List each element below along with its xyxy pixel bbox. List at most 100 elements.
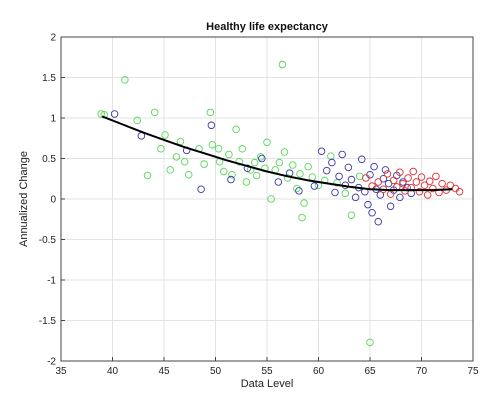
data-point-blue [381,166,390,174]
data-point-green [263,138,271,147]
data-point-green [298,213,306,222]
data-point-blue [227,175,235,184]
fit-curve [101,115,453,192]
data-point-red [404,174,412,182]
data-point-blue [344,163,353,172]
chart-title: Healthy life expectancy [206,21,329,33]
y-tick-label: 1 [50,114,56,125]
data-point-red [409,167,418,176]
y-tick-label: 1.5 [42,73,56,84]
y-tick-label: 2 [50,33,56,44]
data-point-red [432,172,440,181]
data-point-red [396,168,404,177]
data-point-red [420,181,429,189]
data-point-green [150,108,159,117]
data-point-green [206,108,215,117]
data-point-green [235,157,243,166]
data-point-red [455,187,464,196]
data-point-blue [364,200,372,209]
data-point-green [161,131,169,139]
plot-frame [60,36,474,362]
data-point-red [417,173,426,181]
data-point-red [423,191,432,199]
data-point-blue [331,188,339,197]
data-point-green [275,158,284,167]
data-point-blue [335,172,343,181]
data-point-red [389,176,398,185]
data-point-green [157,145,165,153]
data-point-green [214,145,223,153]
data-point-blue [396,193,404,202]
data-point-blue [358,155,366,164]
data-point-green [347,211,356,219]
data-point-green [250,158,259,167]
x-tick-label: 45 [158,366,170,377]
data-point-green [293,184,301,193]
data-point-green [219,167,228,176]
data-point-blue [197,185,205,194]
data-point-blue [243,164,252,172]
y-axis-label: Annualized Change [18,151,30,247]
data-point-green [166,166,174,174]
x-tick-label: 55 [261,366,273,377]
data-point-blue [110,110,119,118]
data-point-red [362,174,370,182]
data-point-blue [317,147,326,155]
data-point-green [300,199,308,207]
data-point-green [238,145,247,153]
data-point-blue [338,150,346,159]
data-point-blue [274,178,283,186]
data-point-green [121,76,129,84]
data-point-blue [374,217,382,226]
data-point-blue [295,187,303,195]
data-point-blue [347,175,356,184]
data-point-green [242,178,251,186]
x-tick-label: 75 [467,366,479,377]
data-point-green [232,125,240,134]
data-point-red [399,179,407,188]
grid-lines [60,36,474,362]
y-tick-label: -1 [47,276,56,287]
x-tick-label: 70 [416,366,428,377]
data-point-blue [207,121,216,130]
data-point-green [280,148,289,156]
data-point-green [304,162,312,171]
x-tick-label: 35 [55,366,67,377]
data-point-red [429,184,437,193]
data-point-green [225,150,233,159]
data-point-blue [376,191,385,199]
data-point-blue [258,154,266,163]
data-point-red [438,179,446,188]
data-point-green [172,153,181,161]
data-point-green [278,60,287,69]
data-point-green [341,189,350,198]
y-tick-label: -2 [47,357,56,368]
data-point-green [296,170,304,178]
data-point-green [366,338,374,347]
x-tick-label: 65 [364,366,376,377]
data-point-blue [310,182,319,190]
data-point-green [289,161,297,169]
y-tick-label: 0 [50,195,56,206]
y-tick-label: -0.5 [39,235,57,246]
data-point-green [333,179,341,187]
data-point-green [200,160,208,168]
data-point-blue [368,209,376,217]
data-point-green [252,171,261,180]
x-axis-label: Data Level [241,378,294,390]
data-point-green [208,140,217,149]
data-point-blue [370,162,378,171]
data-point-green [133,116,141,125]
data-point-green [228,170,236,179]
data-point-blue [328,158,336,167]
data-point-green [257,153,265,161]
data-point-green [184,170,193,179]
axis-ticks: 35 40 45 50 55 60 65 70 75 -2 -1.5 -1 -0.5 0 0.5 1 1.5 2 [39,33,479,378]
y-tick-label: -1.5 [39,316,57,327]
data-point-green [143,171,152,180]
data-point-red [374,178,382,186]
x-tick-label: 40 [107,366,119,377]
data-point-red [383,170,392,178]
data-point-red [425,177,434,185]
y-tick-label: 0.5 [42,154,56,165]
